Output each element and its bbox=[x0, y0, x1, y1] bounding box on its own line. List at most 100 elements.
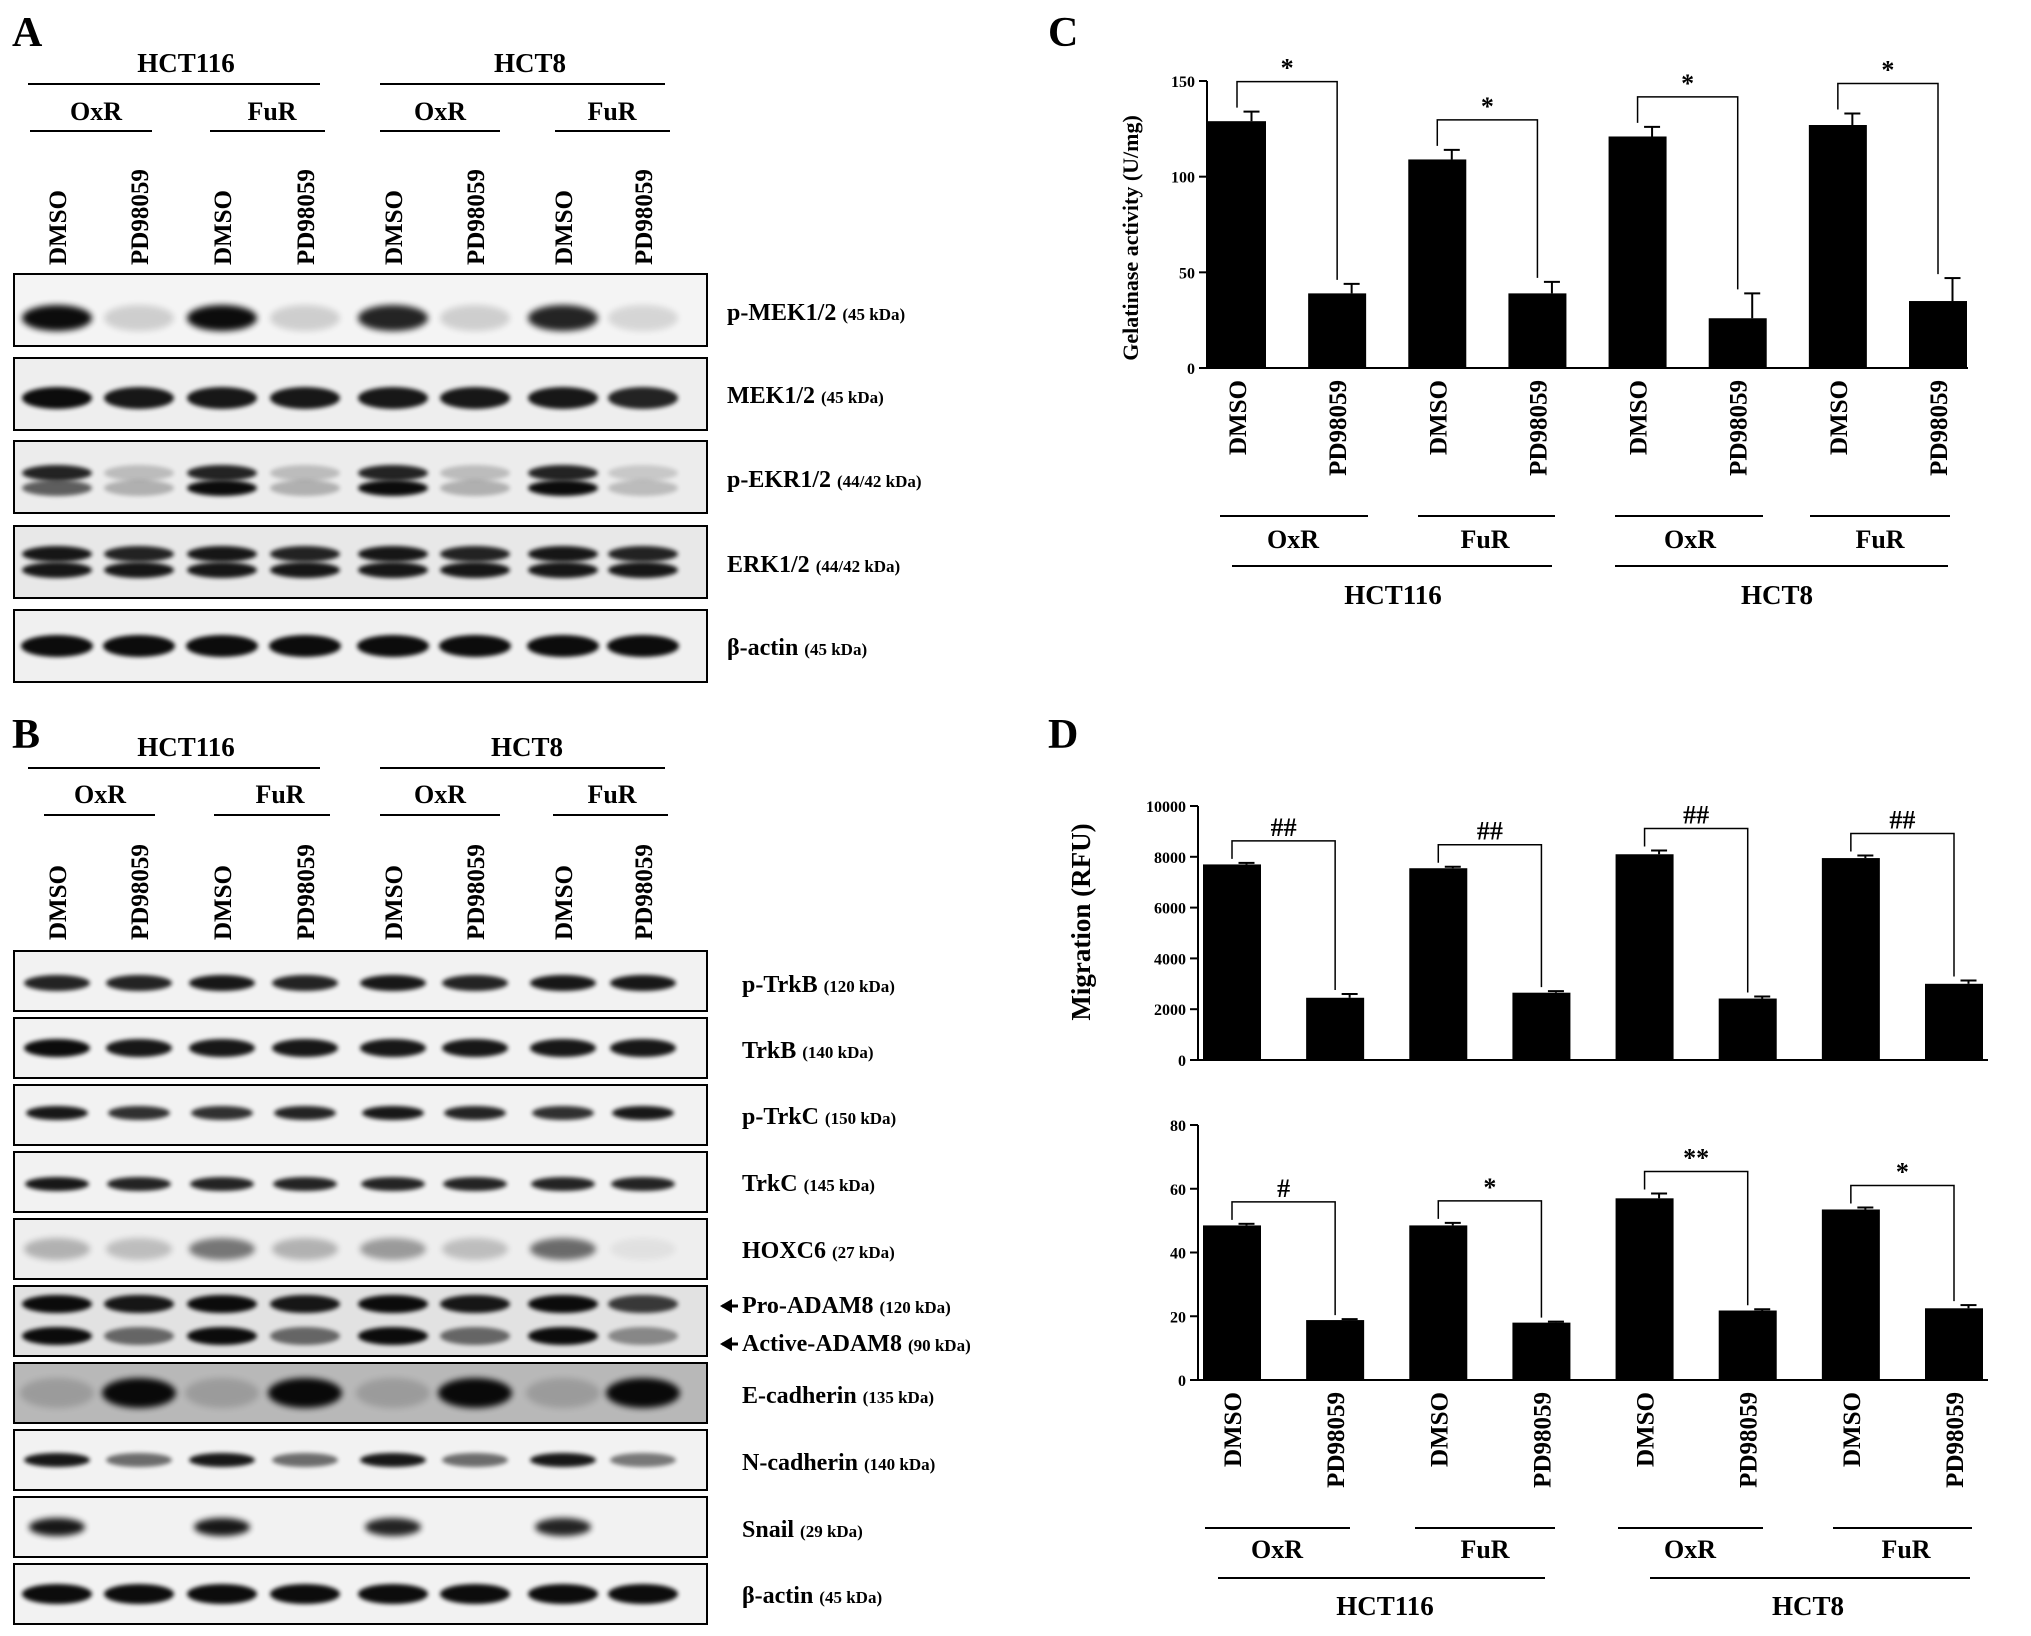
kda-label: (140 kDa) bbox=[802, 1043, 873, 1062]
band bbox=[104, 465, 174, 481]
band bbox=[273, 1177, 337, 1191]
significance-label: * bbox=[1681, 69, 1694, 98]
band bbox=[608, 1295, 678, 1313]
band bbox=[358, 480, 428, 496]
blot-a-band-labels: p-MEK1/2 (45 kDa) MEK1/2 (45 kDa) p-EKR1/2 (4… bbox=[727, 300, 922, 661]
bar bbox=[1718, 998, 1777, 1060]
significance-bracket bbox=[1643, 1170, 1749, 1306]
chart-c-ylabel: Gelatinase activity (U/mg) bbox=[1118, 115, 1143, 361]
lane-label: PD98059 bbox=[631, 169, 658, 265]
band bbox=[442, 1039, 508, 1057]
band bbox=[608, 305, 678, 331]
band bbox=[102, 1378, 176, 1408]
band bbox=[185, 1378, 259, 1408]
lane-label: PD98059 bbox=[127, 844, 154, 940]
bar bbox=[1408, 159, 1467, 368]
band bbox=[272, 1453, 338, 1467]
protein-name: TrkC bbox=[742, 1171, 798, 1197]
blot-b-subgroup-label: OxR bbox=[74, 780, 126, 809]
band bbox=[22, 1295, 92, 1313]
bar bbox=[1512, 992, 1571, 1060]
band-label: TrkB (140 kDa) bbox=[742, 1038, 874, 1064]
band bbox=[532, 1106, 594, 1120]
band bbox=[360, 1238, 426, 1260]
bar bbox=[1608, 136, 1667, 368]
chart-c-subgroup: OxR bbox=[1267, 525, 1319, 554]
band bbox=[190, 1177, 254, 1191]
significance-label: # bbox=[1277, 1174, 1290, 1203]
lane-label: DMSO bbox=[551, 190, 578, 265]
significance-bracket bbox=[1837, 82, 1939, 275]
y-tick-label: 40 bbox=[1170, 1246, 1186, 1263]
y-tick-label: 10000 bbox=[1146, 799, 1186, 816]
band bbox=[270, 562, 340, 578]
band bbox=[527, 635, 599, 657]
band bbox=[357, 635, 429, 657]
blot-b-subgroup-label: FuR bbox=[587, 780, 636, 809]
significance-label: ## bbox=[1271, 813, 1297, 842]
blot-a-bands bbox=[13, 273, 708, 683]
x-tick-label: PD98059 bbox=[1325, 380, 1352, 476]
x-tick-label: DMSO bbox=[1626, 380, 1653, 455]
y-tick-label: 60 bbox=[1170, 1182, 1186, 1199]
band bbox=[106, 1238, 172, 1260]
band bbox=[187, 1327, 257, 1345]
band bbox=[535, 1518, 591, 1536]
band bbox=[526, 1378, 600, 1408]
band bbox=[531, 1177, 595, 1191]
band bbox=[528, 1584, 598, 1604]
x-tick-label: PD98059 bbox=[1525, 380, 1552, 476]
bar bbox=[1821, 1209, 1880, 1380]
kda-label: (44/42 kDa) bbox=[816, 557, 901, 576]
y-tick-label: 4000 bbox=[1154, 951, 1186, 968]
band bbox=[104, 387, 174, 409]
band bbox=[22, 1584, 92, 1604]
band bbox=[189, 1039, 255, 1057]
band bbox=[530, 1039, 596, 1057]
band bbox=[270, 1295, 340, 1313]
kda-label: (45 kDa) bbox=[842, 305, 905, 324]
bar bbox=[1615, 854, 1674, 1060]
band bbox=[104, 1327, 174, 1345]
x-tick-label: DMSO bbox=[1220, 1392, 1247, 1467]
band bbox=[358, 305, 428, 331]
band bbox=[443, 1177, 507, 1191]
kda-label: (120 kDa) bbox=[880, 1298, 951, 1317]
band bbox=[358, 465, 428, 481]
protein-name: p-TrkB bbox=[742, 972, 818, 998]
band bbox=[270, 465, 340, 481]
band bbox=[608, 1327, 678, 1345]
bar bbox=[1925, 983, 1983, 1060]
band bbox=[103, 635, 175, 657]
band bbox=[272, 975, 338, 991]
band bbox=[530, 1453, 596, 1467]
band bbox=[106, 1453, 172, 1467]
band bbox=[270, 480, 340, 496]
blot-a-subgroup-label: FuR bbox=[247, 97, 296, 126]
band bbox=[187, 1295, 257, 1313]
band bbox=[270, 305, 340, 331]
y-tick-label: 20 bbox=[1170, 1309, 1186, 1326]
x-tick-label: PD98059 bbox=[1736, 1392, 1763, 1488]
x-tick-label: DMSO bbox=[1633, 1392, 1660, 1467]
band bbox=[104, 305, 174, 331]
band bbox=[194, 1518, 250, 1536]
band bbox=[104, 1584, 174, 1604]
band bbox=[608, 465, 678, 481]
kda-label: (44/42 kDa) bbox=[837, 472, 922, 491]
band bbox=[440, 546, 510, 562]
band bbox=[440, 1295, 510, 1313]
band bbox=[440, 1327, 510, 1345]
band bbox=[270, 387, 340, 409]
significance-label: * bbox=[1481, 92, 1494, 121]
band bbox=[272, 1039, 338, 1057]
significance-bracket bbox=[1437, 843, 1543, 988]
y-tick-label: 150 bbox=[1171, 74, 1195, 91]
protein-name: p-MEK1/2 bbox=[727, 300, 836, 326]
significance-label: * bbox=[1896, 1158, 1909, 1187]
band bbox=[528, 1327, 598, 1345]
bar bbox=[1203, 864, 1261, 1060]
band-label: ERK1/2 (44/42 kDa) bbox=[727, 552, 900, 578]
